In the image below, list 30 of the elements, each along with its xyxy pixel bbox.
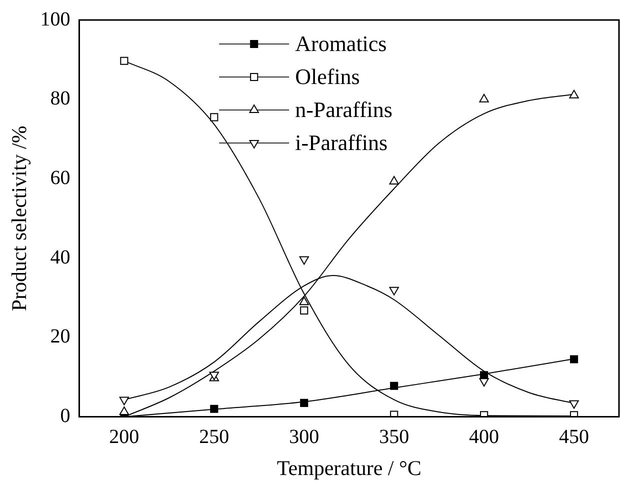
point [569,90,579,98]
point [120,56,128,65]
x-tick-label: 250 [199,426,230,448]
y-axis-title: Product selectivity /% [7,126,32,312]
y-tick-label: 40 [50,246,70,268]
point [210,113,218,122]
point [390,382,398,390]
point [479,94,489,102]
point [300,306,308,314]
x-tick-label: 200 [109,426,140,448]
legend-label: n-Paraffins [295,96,392,122]
legend-label: Olefins [295,64,360,89]
y-tick-label: 20 [50,326,70,348]
x-axis-title: Temperature / °C [276,456,422,480]
x-tick-label: 400 [469,426,500,448]
legend-label: Aromatics [295,30,387,56]
point [570,355,578,364]
x-tick-label: 300 [289,426,320,448]
y-tick-label: 80 [50,88,70,110]
point [299,296,309,306]
point [300,398,308,407]
legend-label: i-Paraffins [295,130,388,155]
point [119,406,130,416]
point [210,404,218,413]
x-tick-label: 450 [559,426,590,448]
y-tick-label: 100 [40,8,70,30]
x-tick-label: 350 [379,426,410,448]
point [389,176,399,184]
y-tick-label: 0 [60,405,70,428]
y-tick-label: 60 [50,166,70,189]
